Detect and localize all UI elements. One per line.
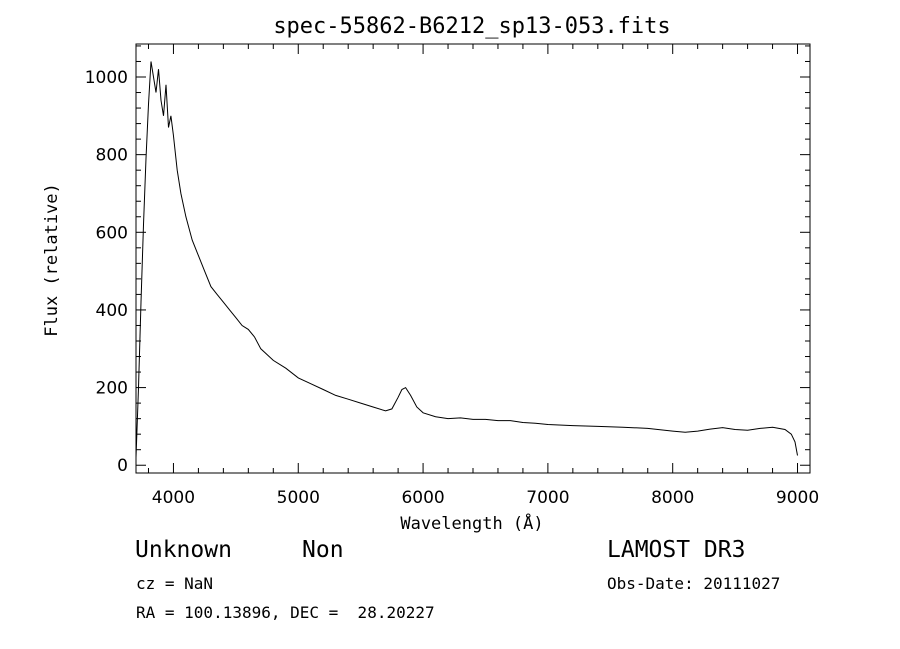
chart-title: spec-55862-B6212_sp13-053.fits: [273, 14, 670, 39]
x-axis-label: Wavelength (Å): [400, 512, 543, 534]
axis-ticks: [136, 44, 810, 473]
x-tick-label: 5000: [277, 488, 320, 508]
x-tick-label: 7000: [526, 488, 569, 508]
y-tick-label: 600: [96, 223, 128, 243]
axis-tick-labels: 4000 5000 6000 7000 8000 9000 0 200 400 600 800 100…: [85, 68, 819, 508]
y-tick-label: 0: [117, 456, 128, 476]
x-tick-label: 6000: [401, 488, 444, 508]
coordinates-text: RA = 100.13896, DEC = 28.20227: [136, 603, 435, 622]
y-tick-label: 400: [96, 301, 128, 321]
survey-label: LAMOST DR3: [607, 537, 746, 563]
redshift-text: cz = NaN: [136, 574, 214, 593]
x-tick-label: 9000: [776, 488, 819, 508]
object-class: Unknown: [135, 537, 232, 563]
y-tick-label: 200: [96, 379, 128, 399]
spectrum-line: [135, 61, 798, 458]
x-tick-label: 8000: [651, 488, 694, 508]
object-subclass: Non: [302, 537, 344, 563]
y-axis-label: Flux (relative): [42, 183, 62, 337]
plot-frame: [135, 43, 811, 474]
obs-date-text: Obs-Date: 20111027: [607, 574, 781, 593]
y-tick-label: 1000: [85, 68, 128, 88]
y-tick-label: 800: [96, 146, 128, 166]
x-tick-label: 4000: [152, 488, 195, 508]
